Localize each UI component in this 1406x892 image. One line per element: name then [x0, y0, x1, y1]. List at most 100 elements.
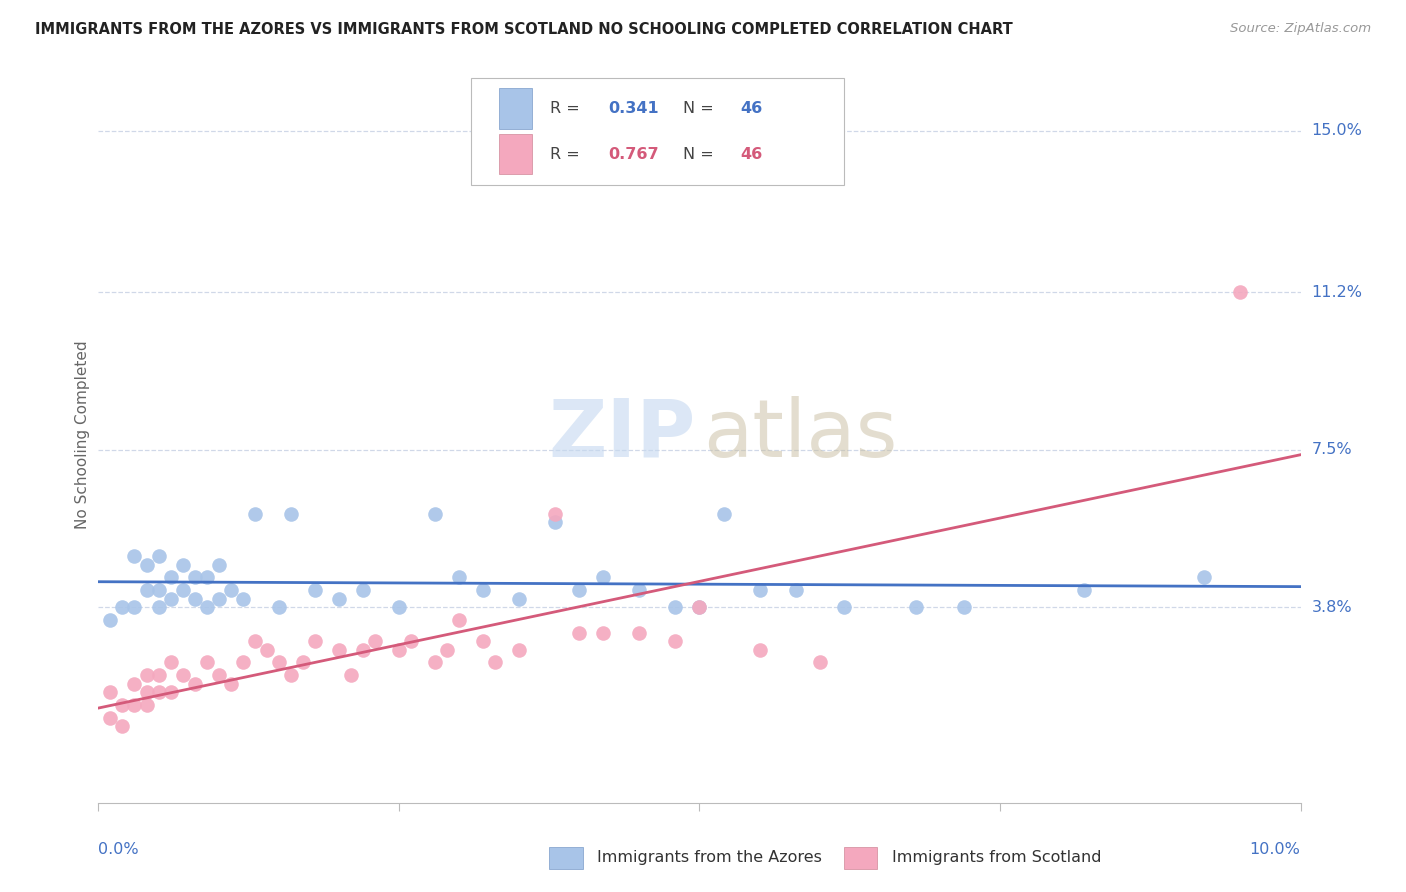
- Point: [544, 515, 567, 529]
- Point: [100, 685, 122, 699]
- Text: 0.767: 0.767: [609, 146, 659, 161]
- Point: [328, 642, 350, 657]
- Point: [135, 685, 157, 699]
- Point: [208, 668, 231, 682]
- Point: [111, 600, 134, 615]
- Point: [100, 711, 122, 725]
- Point: [232, 656, 254, 670]
- Point: [664, 634, 686, 648]
- Text: R =: R =: [550, 101, 585, 116]
- Point: [124, 698, 146, 712]
- Text: atlas: atlas: [703, 396, 897, 474]
- Point: [508, 642, 530, 657]
- Point: [713, 507, 735, 521]
- Point: [447, 570, 470, 584]
- FancyBboxPatch shape: [499, 134, 533, 174]
- Point: [628, 625, 651, 640]
- Text: 11.2%: 11.2%: [1312, 285, 1362, 300]
- Point: [243, 634, 266, 648]
- Text: 10.0%: 10.0%: [1250, 842, 1301, 856]
- Point: [148, 685, 170, 699]
- Point: [219, 676, 242, 690]
- Point: [328, 591, 350, 606]
- Point: [243, 507, 266, 521]
- Point: [148, 549, 170, 563]
- Text: ZIP: ZIP: [548, 396, 696, 474]
- FancyBboxPatch shape: [471, 78, 844, 185]
- Point: [100, 613, 122, 627]
- Point: [195, 656, 218, 670]
- Text: 46: 46: [741, 146, 762, 161]
- Point: [256, 642, 278, 657]
- Bar: [844, 847, 877, 869]
- Point: [664, 600, 686, 615]
- Point: [111, 698, 134, 712]
- Text: 3.8%: 3.8%: [1312, 599, 1353, 615]
- Point: [423, 507, 446, 521]
- Bar: [550, 847, 583, 869]
- Point: [267, 656, 290, 670]
- Text: 0.341: 0.341: [609, 101, 659, 116]
- Point: [484, 656, 506, 670]
- Point: [568, 583, 591, 598]
- Point: [159, 591, 181, 606]
- Point: [135, 583, 157, 598]
- Point: [172, 558, 194, 572]
- Point: [291, 656, 314, 670]
- Point: [688, 600, 710, 615]
- Point: [280, 668, 302, 682]
- Point: [388, 600, 411, 615]
- Point: [124, 600, 146, 615]
- Point: [388, 642, 411, 657]
- Text: Immigrants from the Azores: Immigrants from the Azores: [598, 850, 823, 865]
- Point: [135, 668, 157, 682]
- Point: [208, 591, 231, 606]
- Point: [592, 625, 614, 640]
- Point: [267, 600, 290, 615]
- Point: [592, 570, 614, 584]
- Point: [508, 591, 530, 606]
- Point: [688, 600, 710, 615]
- Point: [364, 634, 387, 648]
- Point: [447, 613, 470, 627]
- Point: [423, 656, 446, 670]
- Point: [904, 600, 927, 615]
- Text: Source: ZipAtlas.com: Source: ZipAtlas.com: [1230, 22, 1371, 36]
- Text: Immigrants from Scotland: Immigrants from Scotland: [891, 850, 1101, 865]
- Point: [124, 676, 146, 690]
- Text: 46: 46: [741, 101, 762, 116]
- Point: [172, 668, 194, 682]
- Point: [183, 676, 205, 690]
- Text: N =: N =: [683, 146, 718, 161]
- Point: [159, 685, 181, 699]
- Point: [436, 642, 458, 657]
- Point: [352, 642, 374, 657]
- Point: [183, 570, 205, 584]
- Point: [135, 698, 157, 712]
- Point: [208, 558, 231, 572]
- Point: [748, 583, 770, 598]
- Point: [808, 656, 831, 670]
- Point: [280, 507, 302, 521]
- Point: [195, 600, 218, 615]
- Point: [148, 583, 170, 598]
- Point: [159, 570, 181, 584]
- Point: [953, 600, 976, 615]
- Text: 0.0%: 0.0%: [98, 842, 139, 856]
- Point: [159, 656, 181, 670]
- Point: [785, 583, 807, 598]
- Point: [472, 583, 495, 598]
- Point: [568, 625, 591, 640]
- Point: [219, 583, 242, 598]
- Point: [232, 591, 254, 606]
- Point: [1194, 570, 1216, 584]
- Point: [399, 634, 422, 648]
- Point: [172, 583, 194, 598]
- Text: N =: N =: [683, 101, 718, 116]
- Text: R =: R =: [550, 146, 585, 161]
- Point: [748, 642, 770, 657]
- Point: [304, 583, 326, 598]
- Point: [304, 634, 326, 648]
- Point: [148, 600, 170, 615]
- Point: [1229, 285, 1251, 300]
